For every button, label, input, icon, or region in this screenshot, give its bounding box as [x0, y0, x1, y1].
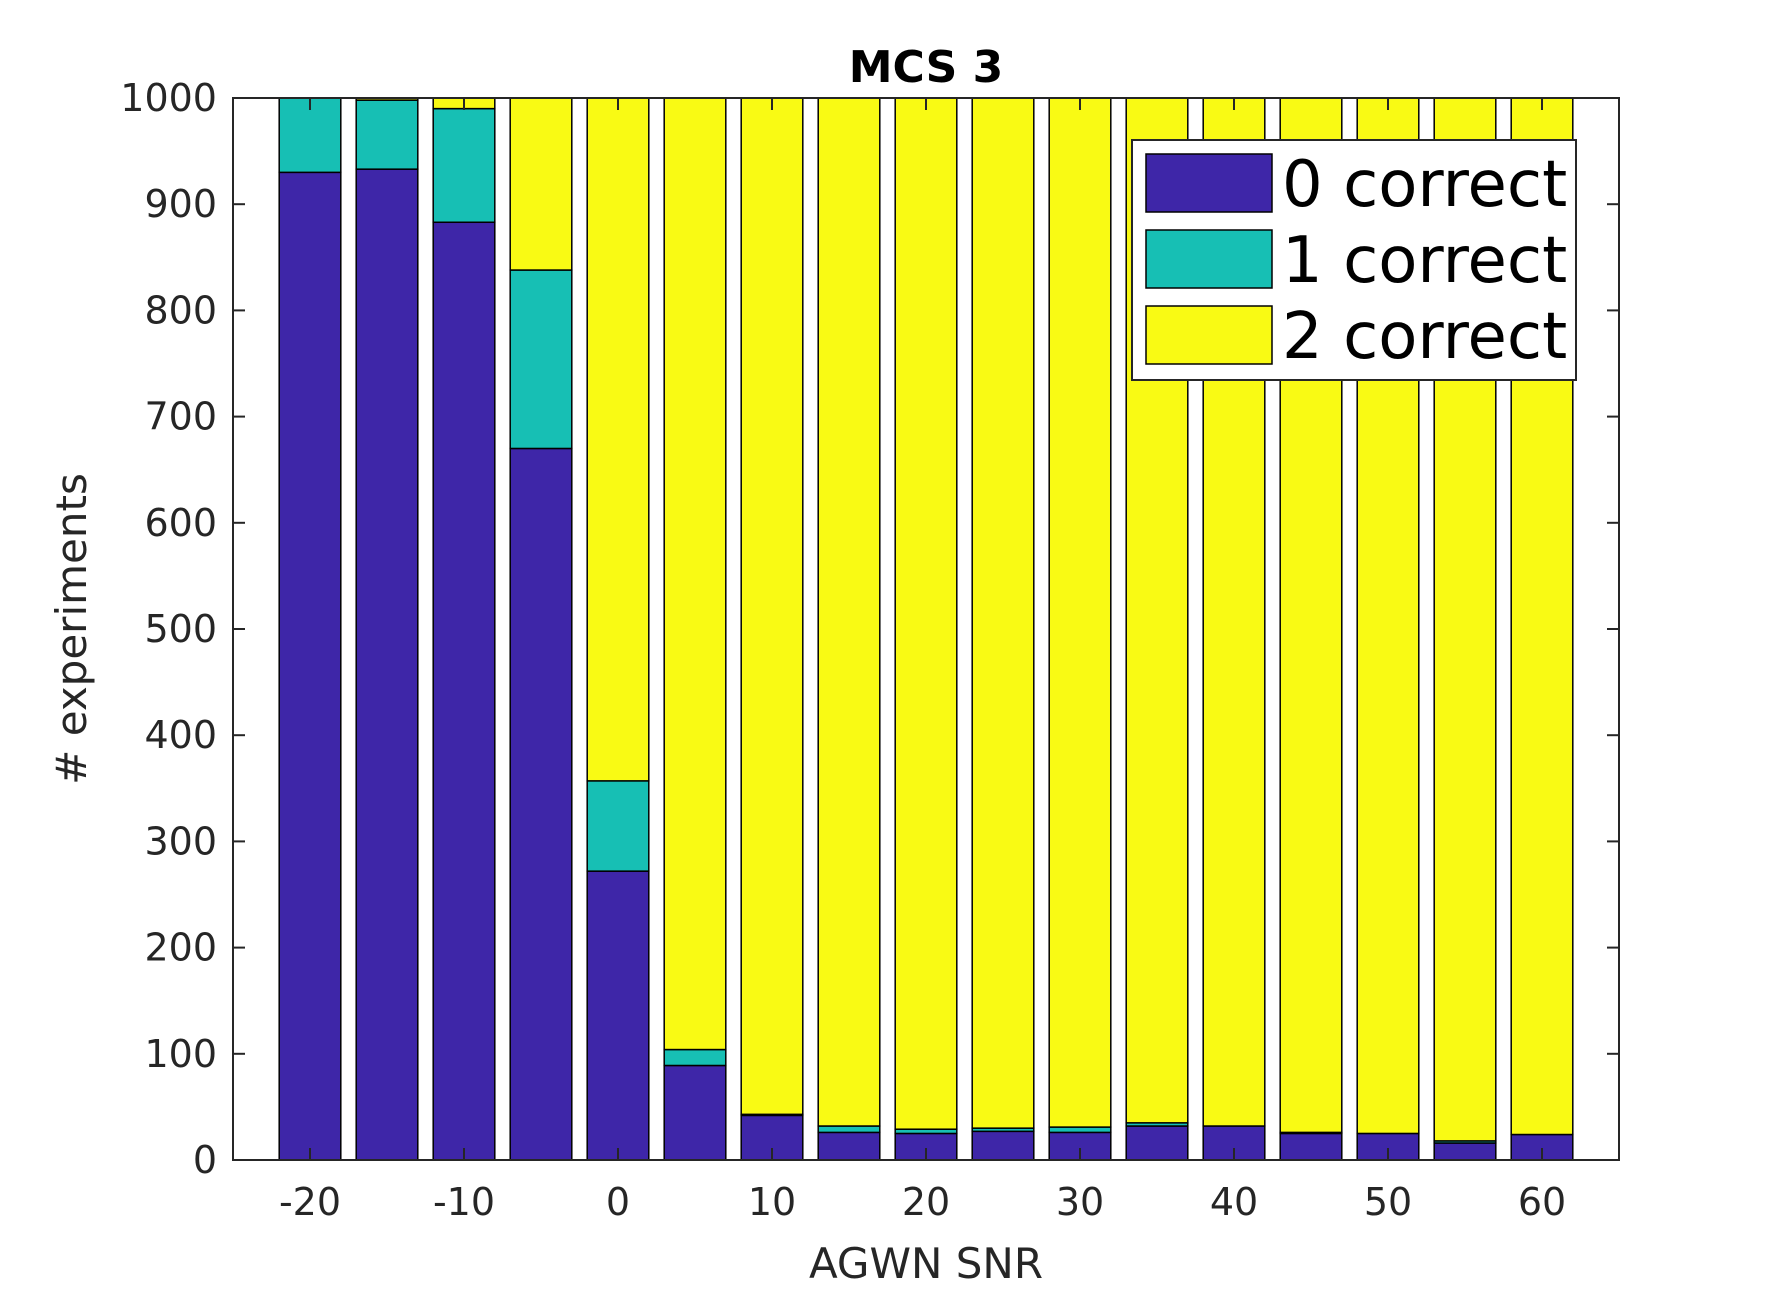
y-tick-label: 1000: [120, 76, 217, 120]
bar-segment-0-series1: [586, 780, 650, 872]
bar-segment-25-series2: [971, 97, 1035, 1129]
bar-segment-5-series2: [663, 97, 727, 1051]
bar-segment-0-series0: [586, 870, 650, 1161]
y-tick-label: 800: [144, 288, 217, 332]
bar-segment-20-series2: [894, 97, 958, 1130]
bar-segment-m5-series1: [509, 269, 573, 450]
x-tick-label: 40: [1210, 1180, 1258, 1224]
bar-segment-55-series0: [1433, 1142, 1497, 1161]
bar-segment-25-series0: [971, 1130, 1035, 1161]
bar-segment-m5-series0: [509, 447, 573, 1161]
bar-segment-m15-series0: [355, 168, 419, 1161]
legend-swatch: [1145, 305, 1273, 365]
x-axis-label: AGWN SNR: [809, 1239, 1043, 1288]
bar-segment-0-series2: [586, 97, 650, 782]
x-tick-label: -10: [433, 1180, 495, 1224]
x-tick-label: 20: [902, 1180, 950, 1224]
x-tick-label: 10: [748, 1180, 796, 1224]
bar-segment-30-series2: [1048, 97, 1112, 1128]
ticks-group: 0 100 200 300 400 500 600 700 800 900 1000 -20 -10 0 1…: [120, 76, 1619, 1224]
bar-segment-m20-series1: [278, 97, 342, 174]
bar-segment-m5-series2: [509, 97, 573, 271]
bar-segment-45-series0: [1279, 1132, 1343, 1161]
y-tick-label: 400: [144, 713, 217, 757]
bar-segment-m20-series0: [278, 171, 342, 1161]
chart-title: MCS 3: [849, 42, 1004, 93]
y-tick-label: 600: [144, 501, 217, 545]
x-tick-label: 0: [606, 1180, 630, 1224]
y-tick-label: 500: [144, 607, 217, 651]
bar-segment-10-series2: [740, 97, 804, 1116]
bar-segment-15-series2: [817, 97, 881, 1127]
legend-label: 1 correct: [1282, 224, 1567, 298]
legend-label: 0 correct: [1282, 148, 1567, 222]
y-tick-label: 0: [193, 1138, 217, 1182]
y-tick-label: 200: [144, 926, 217, 970]
y-axis-label: # experiments: [47, 473, 96, 785]
x-tick-label: -20: [279, 1180, 341, 1224]
legend-label: 2 correct: [1282, 300, 1567, 374]
bar-segment-m10-series1: [432, 107, 496, 224]
x-tick-label: 30: [1056, 1180, 1104, 1224]
y-tick-label: 100: [144, 1032, 217, 1076]
bar-segment-30-series1: [1048, 1126, 1112, 1134]
bar-segment-5-series1: [663, 1048, 727, 1067]
y-tick-label: 700: [144, 395, 217, 439]
y-tick-label: 300: [144, 819, 217, 863]
bar-segment-35-series0: [1125, 1125, 1189, 1161]
bar-segment-5-series0: [663, 1064, 727, 1161]
legend-swatch: [1145, 229, 1273, 289]
y-tick-label: 900: [144, 182, 217, 226]
bars-group: [278, 97, 1574, 1161]
x-tick-label: 60: [1518, 1180, 1566, 1224]
bar-segment-15-series0: [817, 1131, 881, 1161]
bar-segment-15-series1: [817, 1125, 881, 1134]
x-tick-label: 50: [1364, 1180, 1412, 1224]
legend-swatch: [1145, 153, 1273, 213]
bar-segment-m10-series0: [432, 221, 496, 1161]
bar-segment-m15-series1: [355, 99, 419, 170]
